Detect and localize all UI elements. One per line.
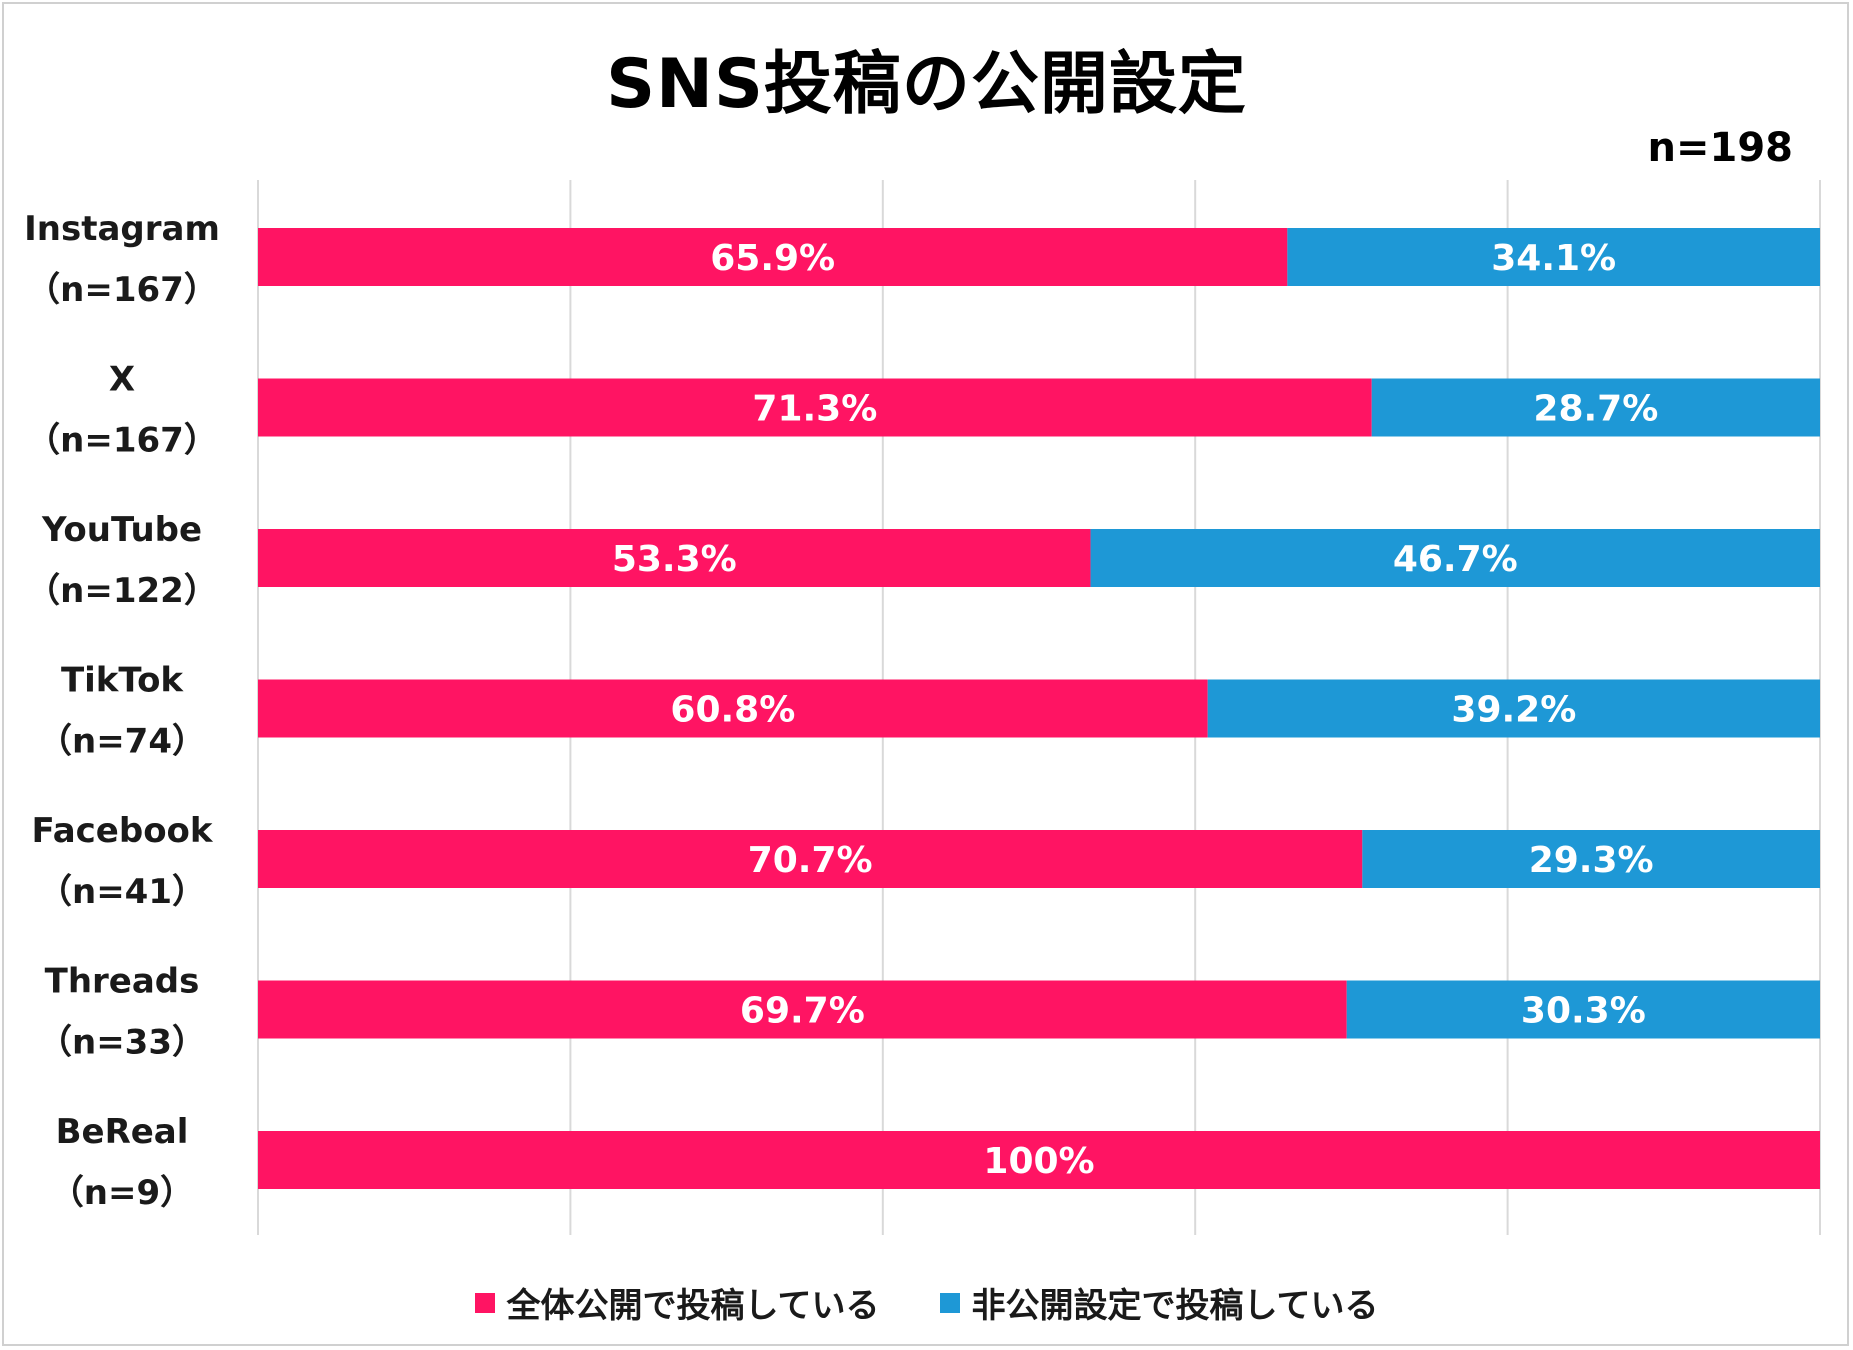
data-label: 46.7% xyxy=(1393,539,1518,580)
data-label: 34.1% xyxy=(1491,238,1616,279)
data-label: 53.3% xyxy=(612,539,737,580)
bar-segment xyxy=(258,228,1288,286)
category-label: Instagram xyxy=(24,209,220,249)
legend-label-private: 非公開設定で投稿している xyxy=(971,1286,1379,1326)
sample-size: n=198 xyxy=(1647,125,1794,171)
data-label: 29.3% xyxy=(1529,840,1654,881)
data-label: 30.3% xyxy=(1521,991,1646,1032)
bar-segment xyxy=(258,679,1208,738)
category-label: X xyxy=(109,360,135,400)
bar-segment xyxy=(1090,529,1820,587)
legend-swatch-private xyxy=(939,1292,960,1313)
data-label: 70.7% xyxy=(748,840,873,881)
data-label: 100% xyxy=(983,1141,1094,1182)
category-label: YouTube xyxy=(41,510,202,550)
data-label: 39.2% xyxy=(1451,690,1576,731)
category-n-label: （n=9） xyxy=(50,1173,194,1213)
category-n-label: （n=167） xyxy=(26,270,218,310)
category-n-label: （n=167） xyxy=(26,421,218,461)
data-label: 65.9% xyxy=(710,238,835,279)
data-label: 71.3% xyxy=(752,389,877,430)
category-n-label: （n=74） xyxy=(38,722,206,762)
category-label: Facebook xyxy=(31,811,213,851)
bar-segment xyxy=(1287,228,1820,286)
bar-segment xyxy=(258,1131,1820,1189)
chart-legend: 全体公開で投稿している 非公開設定で投稿している xyxy=(0,1278,1853,1327)
bar-segment xyxy=(258,980,1347,1039)
legend-label-public: 全体公開で投稿している xyxy=(506,1286,880,1326)
bar-segment xyxy=(1362,830,1820,888)
chart-title: SNS投稿の公開設定 xyxy=(606,45,1247,124)
bar-segment xyxy=(1207,679,1820,738)
category-label: TikTok xyxy=(61,661,184,701)
category-n-label: （n=122） xyxy=(26,571,218,611)
bar-segment xyxy=(1371,378,1820,437)
bar-segment xyxy=(258,378,1372,437)
data-label: 60.8% xyxy=(670,690,795,731)
category-label: BeReal xyxy=(56,1112,189,1152)
bar-segment xyxy=(258,529,1091,587)
category-n-label: （n=33） xyxy=(38,1023,206,1063)
legend-item-private: 非公開設定で投稿している xyxy=(939,1278,1379,1327)
legend-swatch-public xyxy=(474,1292,495,1313)
bar-segment xyxy=(1346,980,1820,1039)
legend-item-public: 全体公開で投稿している xyxy=(474,1278,880,1327)
data-label: 28.7% xyxy=(1533,389,1658,430)
data-label: 69.7% xyxy=(740,991,865,1032)
bar-segment xyxy=(258,830,1363,888)
category-label: Threads xyxy=(45,962,200,1002)
category-n-label: （n=41） xyxy=(38,872,206,912)
